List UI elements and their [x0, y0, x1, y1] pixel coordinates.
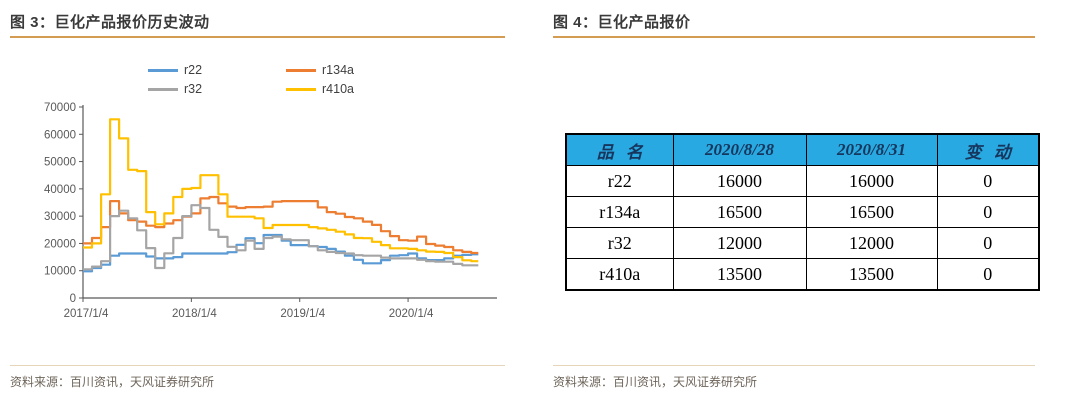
table-header-cell: 2020/8/31	[805, 133, 938, 166]
table-cell: 16000	[672, 165, 807, 197]
table-row-r134a: r134a 16500 16500 0	[565, 196, 1040, 228]
table-header-cell: 变动	[936, 133, 1040, 166]
y-tick-label: 0	[70, 293, 76, 305]
legend-item-r134a: r134a	[286, 63, 354, 77]
table-cell: r410a	[565, 258, 674, 291]
y-tick-label: 10000	[44, 266, 76, 278]
series-line-r410a	[83, 118, 479, 263]
table-cell: r32	[565, 227, 674, 259]
figure-4-title: 图 4：巨化产品报价	[553, 14, 691, 31]
table-row-r410a: r410a 13500 13500 0	[565, 258, 1040, 291]
table-cell: 16000	[805, 165, 938, 197]
legend-item-r410a: r410a	[286, 82, 354, 96]
table-cell: r22	[565, 165, 674, 197]
legend-item-r32: r32	[148, 82, 286, 96]
chart-legend: r22 r134a r32 r410a	[148, 63, 354, 96]
y-tick-label: 50000	[44, 157, 76, 169]
figure-4-source: 资料来源：百川资讯，天风证券研究所	[553, 375, 758, 389]
y-tick-label: 70000	[44, 102, 76, 114]
table-cell: 13500	[805, 258, 938, 291]
figure-3-title: 图 3：巨化产品报价历史波动	[10, 14, 210, 31]
y-tick-label: 20000	[44, 238, 76, 250]
legend-label-r134a: r134a	[322, 63, 354, 77]
table-cell: 16500	[805, 196, 938, 228]
series-line-r32	[83, 204, 479, 271]
legend-label-r32: r32	[184, 82, 203, 96]
series-line-r22	[83, 233, 479, 273]
table-cell: 0	[936, 258, 1040, 291]
figure-4-panel: 图 4：巨化产品报价 品名 2020/8/28 2020/8/31 变动 r22 160…	[540, 0, 1080, 402]
x-tick-label: 2019/1/4	[280, 308, 325, 320]
figure-4-source-rule	[553, 365, 1035, 366]
figure-3-source: 资料来源：百川资讯，天风证券研究所	[10, 375, 215, 389]
x-tick-label: 2018/1/4	[172, 308, 217, 320]
legend-swatch-r32	[148, 87, 178, 91]
table-cell: 12000	[672, 227, 807, 259]
figure-3-panel: 图 3：巨化产品报价历史波动 0 10000 20000 30000 40000 5000…	[10, 14, 505, 389]
table-cell: 0	[936, 227, 1040, 259]
table-cell: 12000	[805, 227, 938, 259]
table-cell: 0	[936, 165, 1040, 197]
table-cell: r134a	[565, 196, 674, 228]
table-header-cell: 2020/8/28	[672, 133, 807, 166]
y-tick-label: 30000	[44, 211, 76, 223]
legend-label-r410a: r410a	[322, 82, 354, 96]
legend-item-r22: r22	[148, 63, 286, 77]
legend-swatch-r410a	[286, 87, 316, 91]
table-cell: 16500	[672, 196, 807, 228]
price-history-line-chart: 0 10000 20000 30000 40000 50000 60000 70000 2017…	[44, 102, 497, 320]
legend-label-r22: r22	[184, 63, 203, 77]
x-tick-label: 2020/1/4	[389, 308, 434, 320]
y-tick-label: 40000	[44, 184, 76, 196]
figure-3-source-rule	[10, 365, 505, 366]
price-table: 品名 2020/8/28 2020/8/31 变动 r22 16000 16000 0 r13…	[565, 133, 1040, 291]
figure-3-title-rule	[10, 36, 505, 38]
legend-swatch-r134a	[286, 68, 316, 72]
table-row-r22: r22 16000 16000 0	[565, 165, 1040, 197]
x-tick-label: 2017/1/4	[64, 308, 109, 320]
table-cell: 13500	[672, 258, 807, 291]
series-line-r134a	[83, 195, 479, 255]
table-header-cell: 品名	[565, 133, 674, 166]
table-row-r32: r32 12000 12000 0	[565, 227, 1040, 259]
y-tick-label: 60000	[44, 129, 76, 141]
legend-swatch-r22	[148, 68, 178, 72]
figure-4-title-rule	[553, 36, 1035, 38]
table-header-row: 品名 2020/8/28 2020/8/31 变动	[565, 133, 1040, 166]
table-cell: 0	[936, 196, 1040, 228]
